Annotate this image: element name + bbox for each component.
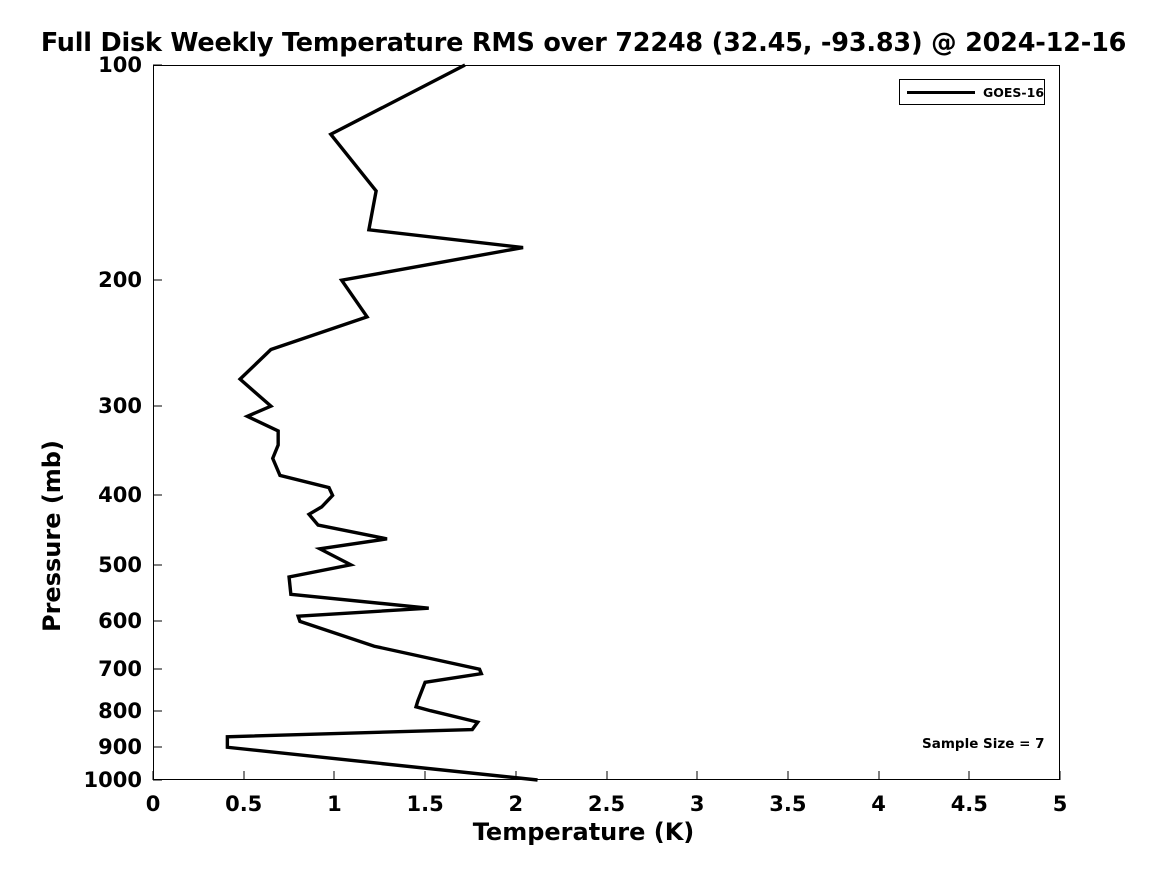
series-line xyxy=(225,63,538,782)
x-tick-mark xyxy=(152,771,154,780)
y-tick-mark xyxy=(153,746,162,748)
y-tick-label: 1000 xyxy=(83,768,142,792)
x-tick-mark xyxy=(515,771,517,780)
y-tick-label: 200 xyxy=(98,268,142,293)
x-tick-label: 2.5 xyxy=(587,792,626,816)
y-tick-mark xyxy=(153,668,162,670)
x-axis-label: Temperature (K) xyxy=(472,818,695,846)
y-tick-mark xyxy=(153,494,162,496)
x-tick-mark xyxy=(787,771,789,780)
plot-area: 100 200 300 400 500 600 700 800 900 1000 0 0.5 1 1.5… xyxy=(84,53,1068,816)
data-series-goes16 xyxy=(225,63,538,782)
y-tick-mark xyxy=(153,779,162,781)
y-tick-label: 300 xyxy=(98,394,142,419)
y-tick-label: 400 xyxy=(98,483,142,508)
legend-line-icon xyxy=(907,90,975,94)
legend: GOES-16 xyxy=(899,79,1045,105)
y-tick-mark xyxy=(153,710,162,712)
x-tick-mark xyxy=(1059,771,1061,780)
x-tick-label: 3 xyxy=(689,792,705,816)
x-tick-mark xyxy=(878,771,880,780)
chart-title: Full Disk Weekly Temperature RMS over 72… xyxy=(40,28,1127,58)
x-tick-mark xyxy=(333,771,335,780)
x-tick-label: 4.5 xyxy=(950,792,988,816)
x-tick-label: 1.5 xyxy=(406,792,444,816)
y-axis-label: Pressure (mb) xyxy=(38,440,66,632)
x-tick-mark xyxy=(424,771,426,780)
y-tick-label: 800 xyxy=(98,698,142,723)
y-tick-label: 500 xyxy=(98,552,142,577)
legend-label-goes16: GOES-16 xyxy=(983,84,1045,100)
x-tick-label: 5 xyxy=(1052,792,1068,816)
y-tick-label: 900 xyxy=(98,735,142,760)
x-tick-mark xyxy=(243,771,245,780)
x-tick-label: 0 xyxy=(145,792,161,816)
y-tick-mark xyxy=(153,620,162,622)
x-tick-label: 0.5 xyxy=(225,792,263,816)
x-tick-label: 1 xyxy=(327,792,342,816)
x-tick-label: 3.5 xyxy=(769,792,807,816)
x-tick-mark xyxy=(696,771,698,780)
y-tick-mark xyxy=(153,405,162,407)
y-tick-label: 600 xyxy=(98,609,142,634)
y-tick-label: 700 xyxy=(98,657,142,682)
x-tick-label: 2 xyxy=(508,792,524,816)
y-tick-mark xyxy=(153,64,162,66)
y-tick-mark xyxy=(153,564,162,566)
y-tick-mark xyxy=(153,279,162,281)
x-tick-mark xyxy=(606,771,607,780)
x-tick-label: 4 xyxy=(871,792,886,816)
y-tick-label: 100 xyxy=(98,53,142,77)
axes-frame xyxy=(153,65,1060,780)
sample-size-annotation: Sample Size = 7 xyxy=(922,736,1045,752)
x-tick-mark xyxy=(968,771,970,780)
